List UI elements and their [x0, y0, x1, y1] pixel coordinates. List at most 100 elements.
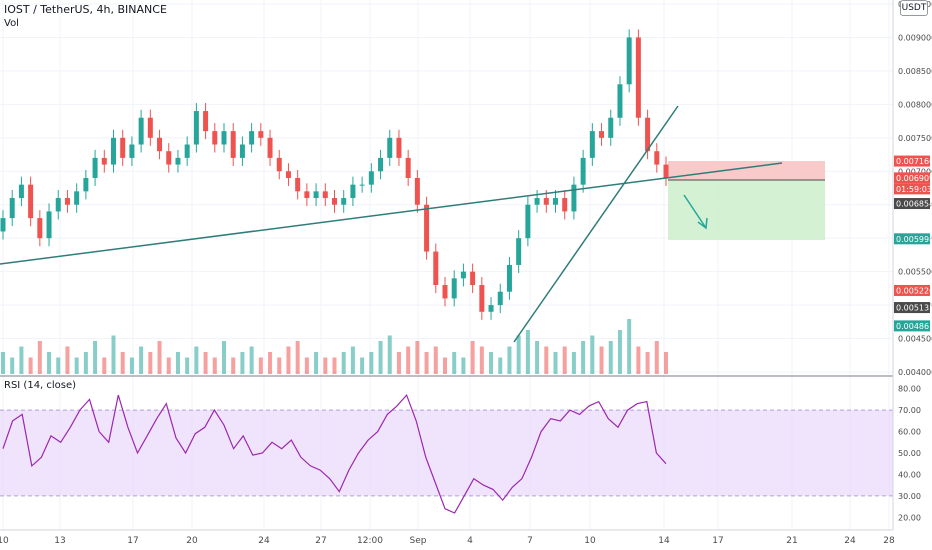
volume-bar — [470, 341, 475, 374]
volume-bar — [129, 357, 134, 374]
price-tick-label: 0.009000 — [898, 33, 932, 42]
candle-body — [405, 157, 411, 178]
volume-bar — [645, 352, 650, 374]
price-tag-bg — [894, 302, 930, 314]
position-zones — [668, 161, 825, 240]
price-tag-bg — [894, 198, 930, 210]
volume-bar — [93, 341, 98, 374]
volume-bar — [249, 346, 254, 374]
candle-body — [589, 131, 595, 158]
time-tick-label: 12:00 — [357, 536, 383, 546]
candle-body — [378, 157, 384, 172]
price-tag-label: 0.004861 — [896, 322, 932, 331]
candle-body — [157, 137, 163, 152]
time-tick-label: 20 — [186, 536, 198, 546]
candle-body — [433, 251, 439, 286]
volume-bars — [1, 319, 668, 374]
volume-bar — [323, 357, 328, 374]
rsi-tick-label: 70.00 — [898, 406, 921, 415]
candle-body — [350, 184, 356, 199]
rsi-tick-label: 80.00 — [898, 385, 921, 394]
volume-bar — [516, 335, 521, 374]
candle-body — [414, 177, 420, 205]
volume-bar — [332, 357, 337, 374]
volume-bar — [1, 352, 5, 374]
volume-bar — [553, 352, 558, 374]
volume-bar — [452, 352, 457, 374]
volume-bar — [166, 357, 171, 374]
take-profit-zone — [668, 180, 825, 240]
candle-body — [166, 151, 172, 165]
candles — [0, 29, 669, 320]
volume-bar — [83, 352, 88, 374]
volume-bar — [175, 352, 180, 374]
volume-bar — [185, 357, 190, 374]
volume-bar — [535, 341, 540, 374]
time-tick-label: 21 — [786, 536, 797, 546]
price-tag-bg — [894, 320, 930, 332]
volume-bar — [258, 357, 263, 374]
time-axis[interactable]: 10 13 17 20 24 27 12:00 Sep 4 7 10 14 17 21 24 28 — [0, 536, 895, 546]
volume-bar — [599, 346, 604, 374]
candle-body — [138, 117, 144, 145]
candle-body — [64, 198, 70, 205]
candle-body — [46, 211, 52, 239]
candle-body — [599, 131, 605, 138]
volume-bar — [148, 352, 153, 374]
volume-bar — [304, 357, 309, 374]
time-tick-label: 24 — [844, 536, 856, 546]
volume-bar — [571, 352, 576, 374]
volume-bar — [120, 352, 125, 374]
price-tag-bg — [894, 183, 930, 195]
price-tag-label: 0.005998 — [896, 235, 932, 244]
rsi-panel — [0, 393, 893, 514]
candle-body — [470, 271, 476, 286]
volume-bar — [47, 352, 52, 374]
candle-body — [571, 184, 577, 212]
currency-badge[interactable]: USDT — [900, 0, 928, 16]
candle-body — [28, 184, 34, 219]
rsi-axis[interactable]: 20.00 30.00 40.00 50.00 60.00 70.00 80.00 — [898, 385, 921, 523]
chart-title: IOST / TetherUS, 4h, BINANCE — [4, 3, 167, 16]
rsi-tick-label: 40.00 — [898, 470, 921, 479]
time-tick-label: 10 — [0, 536, 9, 546]
candle-body — [543, 198, 549, 205]
candle-body — [304, 191, 310, 199]
volume-bar — [608, 341, 613, 374]
time-tick-label: 14 — [658, 536, 670, 546]
volume-bar — [654, 341, 659, 374]
volume-bar — [498, 357, 503, 374]
volume-bar — [360, 357, 365, 374]
volume-bar — [28, 357, 33, 374]
candle-body — [285, 171, 291, 178]
volume-bar — [617, 330, 622, 374]
volume-bar — [424, 352, 429, 374]
candle-body — [249, 131, 255, 145]
support-trendline — [0, 162, 783, 265]
volume-bar — [479, 346, 484, 374]
candle-body — [626, 37, 632, 85]
time-tick-label: 13 — [54, 536, 65, 546]
volume-bar — [231, 357, 236, 374]
candle-body — [332, 198, 337, 205]
volume-bar — [378, 341, 383, 374]
candle-body — [488, 305, 494, 312]
candle-body — [387, 137, 393, 158]
candle-body — [506, 264, 512, 292]
volume-bar — [433, 346, 438, 374]
volume-bar — [157, 341, 162, 374]
volume-bar — [277, 357, 282, 374]
volume-bar — [443, 357, 447, 374]
volume-bar — [562, 346, 567, 374]
volume-bar — [19, 346, 24, 374]
candle-body — [267, 137, 273, 158]
rsi-tick-label: 50.00 — [898, 449, 921, 458]
volume-bar — [74, 357, 79, 374]
volume-bar — [461, 357, 466, 374]
time-tick-label: 4 — [467, 536, 473, 546]
